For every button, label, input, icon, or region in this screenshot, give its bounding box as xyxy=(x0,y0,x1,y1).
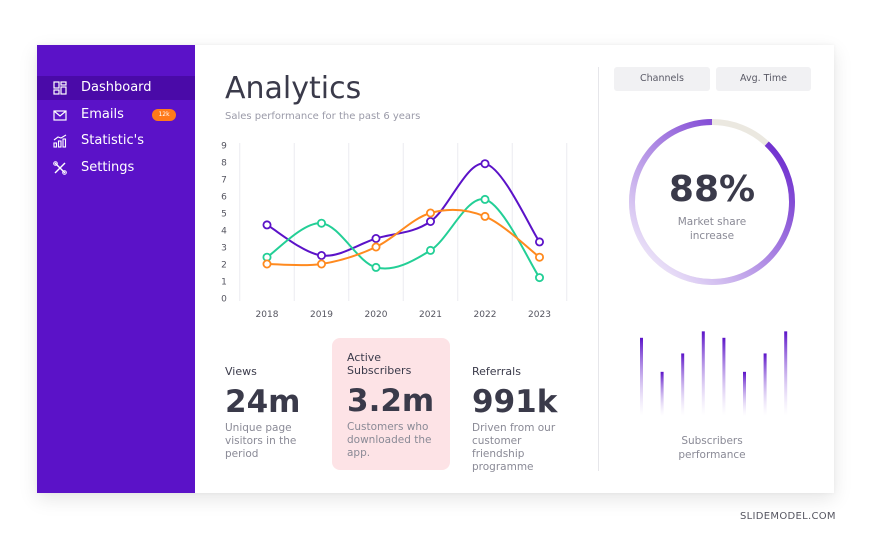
data-point xyxy=(425,208,435,218)
x-tick-label: 2021 xyxy=(419,310,442,320)
sales-line-chart: 0 1 2 3 4 5 6 7 8 9 2018 2019 2020 2021 2022 2023 xyxy=(221,142,568,320)
data-point xyxy=(317,218,327,228)
data-point xyxy=(425,217,435,227)
subscriber-bar xyxy=(784,331,788,416)
subscriber-bar xyxy=(743,371,746,416)
statistics-icon xyxy=(53,134,67,148)
market-share-label: Market share increase xyxy=(677,216,747,242)
data-point xyxy=(317,251,327,261)
views-value: 24m xyxy=(225,384,301,420)
views-description: Unique page visitors in the period xyxy=(225,422,297,460)
data-point xyxy=(262,220,272,230)
subscriber-bar xyxy=(640,337,643,416)
x-tick-label: 2019 xyxy=(310,310,333,320)
y-tick-label: 5 xyxy=(221,210,227,220)
data-point xyxy=(534,273,544,283)
y-tick-label: 2 xyxy=(221,261,227,271)
active-subscribers-description: Customers who downloaded the app. xyxy=(347,421,432,459)
referrals-label: Referrals xyxy=(472,365,521,378)
data-point xyxy=(480,211,490,221)
tab-avg-time[interactable]: Avg. Time xyxy=(716,67,811,91)
data-point xyxy=(480,194,490,204)
active-subscribers-label: Active Subscribers xyxy=(347,351,412,377)
data-point xyxy=(534,252,544,262)
sidebar-item-dashboard[interactable]: Dashboard xyxy=(37,76,195,100)
market-share-donut xyxy=(629,119,795,285)
y-tick-label: 7 xyxy=(221,176,227,186)
x-tick-label: 2020 xyxy=(365,310,388,320)
y-tick-label: 1 xyxy=(221,278,227,288)
subscriber-bar xyxy=(660,371,664,416)
data-point xyxy=(425,245,435,255)
subscriber-bar xyxy=(722,337,726,416)
sidebar-item-label: Emails xyxy=(81,107,124,122)
page-subtitle: Sales performance for the past 6 years xyxy=(225,111,421,122)
y-tick-label: 8 xyxy=(221,159,227,169)
subscriber-bar xyxy=(681,353,685,416)
active-subscribers-card xyxy=(332,338,450,470)
dashboard-icon xyxy=(53,81,67,95)
referrals-stat: Referrals 991k Driven from our customer … xyxy=(472,365,582,474)
unread-badge: 12k xyxy=(152,109,176,121)
sidebar-item-statistics[interactable]: Statistic's xyxy=(37,129,195,153)
data-point xyxy=(371,262,381,272)
data-point xyxy=(262,259,272,269)
dashboard-card: Dashboard Emails 12k Statistic's xyxy=(37,45,834,493)
sidebar-item-emails[interactable]: Emails 12k xyxy=(37,103,195,127)
views-stat: Views 24m Unique page visitors in the pe… xyxy=(225,365,325,461)
subscriber-bar xyxy=(763,353,767,416)
y-tick-label: 0 xyxy=(221,295,227,305)
tab-channels[interactable]: Channels xyxy=(614,67,710,91)
active-subscribers-stat: Active Subscribers 3.2m Customers who do… xyxy=(347,351,447,460)
data-point xyxy=(371,234,381,244)
tools-icon xyxy=(53,161,67,175)
subscribers-bar-chart xyxy=(640,331,788,416)
data-point xyxy=(480,159,490,169)
subscriber-bar xyxy=(701,331,705,416)
views-label: Views xyxy=(225,365,257,378)
watermark: SLIDEMODEL.COM xyxy=(740,511,836,522)
donut-progress-arc xyxy=(629,119,795,285)
y-tick-label: 9 xyxy=(221,142,227,152)
y-tick-label: 6 xyxy=(221,193,227,203)
divider xyxy=(598,67,599,471)
subscribers-performance-label: Subscribers performance xyxy=(678,435,746,461)
sidebar-item-settings[interactable]: Settings xyxy=(37,156,195,180)
y-tick-label: 3 xyxy=(221,244,227,254)
mail-icon xyxy=(53,110,67,121)
data-point xyxy=(534,237,544,247)
data-point xyxy=(371,242,381,252)
referrals-value: 991k xyxy=(472,384,558,420)
sidebar-item-label: Dashboard xyxy=(81,80,152,95)
referrals-description: Driven from our customer friendship prog… xyxy=(472,422,556,473)
data-point xyxy=(317,259,327,269)
sidebar-item-label: Statistic's xyxy=(81,133,145,148)
active-subscribers-value: 3.2m xyxy=(347,383,435,419)
page-title: Analytics xyxy=(225,71,362,106)
x-tick-label: 2022 xyxy=(474,310,497,320)
x-tick-label: 2023 xyxy=(528,310,551,320)
y-tick-label: 4 xyxy=(221,227,227,237)
sidebar: Dashboard Emails 12k Statistic's xyxy=(37,45,195,493)
sidebar-item-label: Settings xyxy=(81,160,135,175)
x-tick-label: 2018 xyxy=(256,310,279,320)
market-share-value: 88% xyxy=(668,169,756,210)
